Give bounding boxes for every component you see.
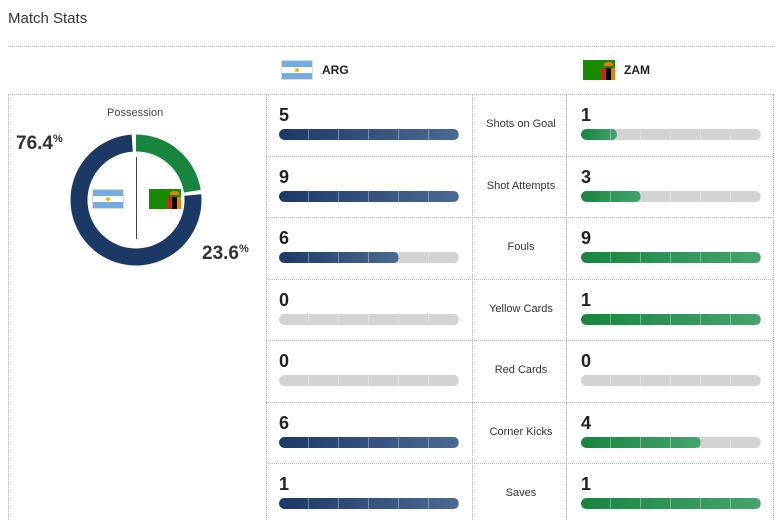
top-divider (8, 46, 773, 47)
grid-line (8, 94, 9, 520)
home-stat-value: 6 (279, 228, 290, 248)
away-stat-value: 1 (581, 105, 592, 125)
away-stat-value: 1 (581, 289, 592, 310)
away-team-abbr: ZAM (624, 63, 650, 77)
away-stat-bar-fill (581, 313, 761, 325)
zambia-flag-icon (583, 60, 615, 80)
row-divider (266, 340, 773, 341)
stat-label: Yellow Cards (489, 302, 553, 315)
stat-label: Fouls (507, 241, 535, 253)
stat-label: Shot Attempts (486, 179, 556, 192)
away-stat-bar (581, 436, 761, 448)
away-stat-bar-fill (581, 129, 617, 140)
home-stat-value: 9 (279, 166, 290, 187)
stat-label: Corner Kicks (489, 425, 553, 438)
away-stat-bar-fill (581, 436, 702, 448)
away-stat-bar (581, 190, 761, 202)
home-stat-bar-fill (279, 129, 459, 140)
away-team-header: ZAM (583, 60, 650, 80)
away-possession-value: 23.6% (202, 243, 249, 264)
home-team-header: ARG (281, 60, 349, 80)
away-stat-bar-fill (581, 190, 641, 202)
stat-row: 1 Saves 1 (266, 463, 773, 520)
home-stat-bar (279, 375, 459, 386)
home-stat-bar (279, 313, 459, 325)
stat-label: Saves (505, 487, 537, 499)
home-stat-value: 0 (279, 289, 290, 310)
home-stat-bar (279, 129, 459, 140)
stat-label: Red Cards (494, 364, 548, 376)
grid-line (566, 94, 567, 520)
away-stat-value: 3 (581, 166, 592, 187)
away-possession-arc (70, 134, 202, 266)
grid-line (266, 94, 267, 520)
row-divider (266, 278, 773, 280)
away-stat-value: 9 (581, 228, 592, 248)
header-divider (8, 94, 773, 95)
grid-line (773, 94, 774, 520)
home-stat-value: 5 (279, 105, 290, 125)
stat-row: 0 Yellow Cards 1 (266, 279, 773, 341)
home-stat-bar (279, 436, 459, 448)
home-stat-bar (279, 190, 459, 202)
row-divider (266, 217, 773, 218)
zambia-flag-icon (149, 189, 181, 209)
home-stat-value: 6 (279, 412, 290, 433)
stat-row: 5 Shots on Goal 1 (266, 94, 773, 156)
argentina-flag-icon (92, 189, 124, 209)
away-stat-bar (581, 498, 761, 509)
away-stat-value: 0 (581, 351, 592, 371)
donut-divider (136, 157, 137, 239)
home-stat-bar-fill (279, 190, 459, 202)
row-divider (266, 401, 773, 403)
row-divider (266, 463, 773, 464)
stat-row: 6 Fouls 9 (266, 217, 773, 279)
away-stat-bar-fill (581, 252, 761, 263)
stat-label: Shots on Goal (486, 118, 556, 130)
home-stat-bar-fill (279, 498, 459, 509)
away-stat-bar (581, 375, 761, 386)
home-possession-value: 76.4% (16, 133, 63, 154)
away-stat-bar-fill (581, 498, 761, 509)
away-stat-value: 4 (581, 412, 592, 433)
argentina-flag-icon (281, 60, 313, 80)
home-stat-value: 0 (279, 351, 290, 371)
row-divider (266, 155, 773, 157)
possession-label: Possession (107, 107, 164, 119)
home-stat-bar-fill (279, 252, 400, 263)
possession-donut-chart (70, 134, 202, 266)
away-stat-value: 1 (581, 474, 592, 494)
stat-row: 9 Shot Attempts 3 (266, 156, 773, 218)
section-title: Match Stats (8, 10, 88, 27)
home-stat-bar (279, 252, 459, 263)
home-stat-value: 1 (279, 474, 290, 494)
stat-row: 6 Corner Kicks 4 (266, 402, 773, 464)
grid-line (472, 94, 473, 520)
away-stat-bar (581, 252, 761, 263)
away-stat-bar (581, 129, 761, 140)
home-team-abbr: ARG (322, 63, 349, 77)
home-stat-bar-fill (279, 436, 459, 448)
away-stat-bar (581, 313, 761, 325)
stat-row: 0 Red Cards 0 (266, 340, 773, 402)
home-stat-bar (279, 498, 459, 509)
